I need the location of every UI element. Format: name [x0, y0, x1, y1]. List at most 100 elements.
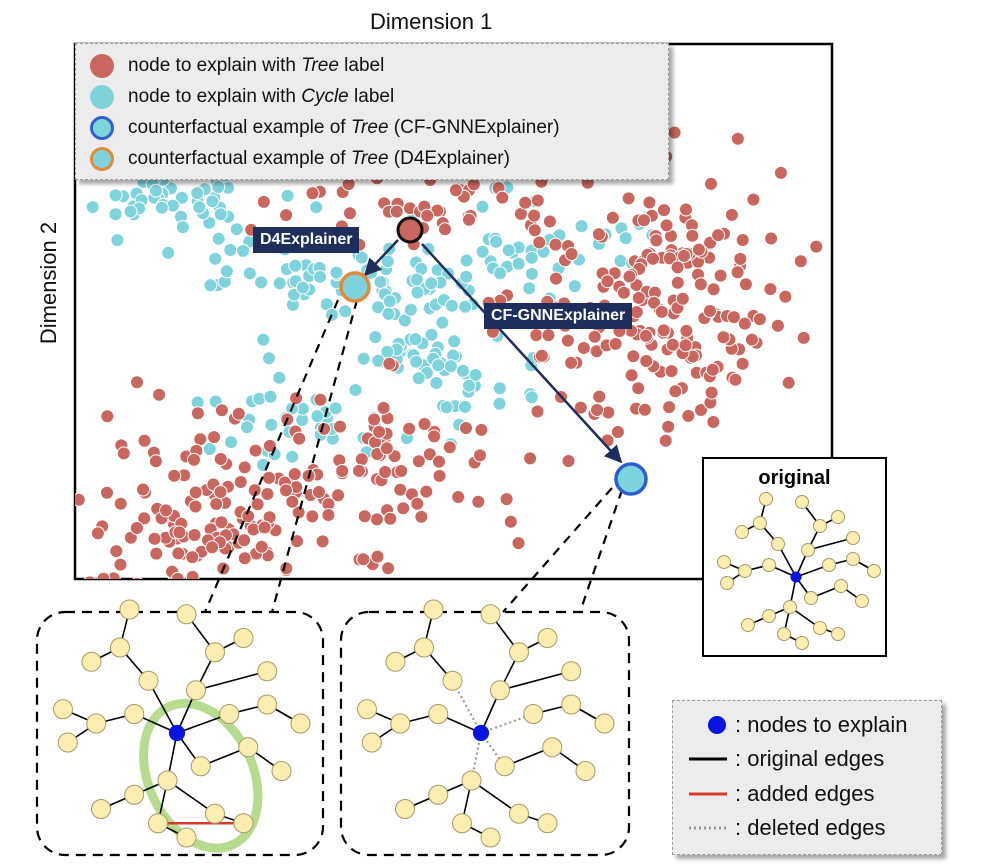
tree-point: [262, 470, 276, 485]
cycle-point: [356, 351, 371, 366]
tree-point: [205, 540, 220, 555]
cycle-point: [149, 183, 163, 198]
tree-point: [670, 260, 685, 275]
graph-node: [138, 670, 159, 691]
cycle-point: [192, 200, 207, 215]
y-axis-label: Dimension 2: [36, 221, 62, 345]
tree-point: [96, 571, 111, 579]
tree-point: [370, 549, 385, 564]
tree-point: [647, 295, 661, 310]
tree-point: [793, 254, 808, 269]
graph-node: [762, 609, 776, 623]
tree-point: [61, 506, 74, 519]
callout-lines: [203, 299, 624, 613]
tree-point: [292, 431, 307, 446]
tree-point: [541, 328, 556, 343]
legend: node to explain with Tree label node to …: [75, 43, 669, 180]
tree-point: [313, 392, 328, 407]
tree-point: [638, 10, 651, 23]
tree-point: [746, 192, 761, 207]
tree-point: [733, 251, 748, 266]
tree-point: [529, 328, 544, 343]
tree-point: [590, 403, 604, 417]
tree-point: [448, 183, 463, 198]
cycle-point: [190, 186, 205, 201]
cycle-point: [108, 188, 123, 203]
tree-point: [172, 525, 187, 540]
cycle-point: [511, 256, 526, 271]
cycle-point: [288, 258, 303, 273]
tree-point: [548, 237, 563, 252]
tree-dot-icon: [90, 54, 114, 78]
tree-point: [214, 515, 229, 530]
tree-point: [523, 451, 538, 466]
tree-point: [100, 409, 115, 424]
cycle-point: [242, 266, 257, 281]
tree-point: [233, 475, 248, 489]
graph-node: [523, 704, 544, 724]
graph-node: [795, 636, 809, 650]
graph-node: [561, 661, 582, 682]
tree-point: [679, 202, 693, 217]
tree-point: [518, 195, 533, 210]
cycle-point: [161, 245, 176, 260]
tree-point: [159, 503, 173, 518]
graph-node: [777, 627, 791, 641]
tree-point: [730, 131, 745, 146]
cycle-point: [368, 330, 383, 345]
tree-point: [393, 482, 408, 497]
tree-point: [621, 191, 636, 206]
cycle-point: [411, 371, 426, 386]
black-line-icon: [689, 757, 727, 761]
tree-point: [116, 446, 131, 461]
graph-node: [594, 713, 615, 734]
center-node: [790, 571, 802, 583]
graph-node: [81, 651, 102, 672]
tree-point: [738, 277, 753, 292]
tree-point: [499, 492, 514, 507]
tree-point: [656, 323, 671, 338]
tree-point: [675, 291, 690, 306]
cycle-point: [424, 276, 439, 291]
original-edge: [499, 670, 572, 692]
cycle-point: [239, 420, 254, 435]
tree-point: [573, 400, 588, 415]
graph-node: [271, 761, 292, 781]
tree-point: [335, 464, 350, 478]
cycle-point: [154, 200, 169, 215]
tree-point: [646, 251, 660, 266]
graph-node: [91, 799, 111, 819]
graph-node: [831, 510, 845, 524]
tree-point: [305, 186, 320, 201]
cycle-point: [329, 265, 344, 280]
tree-point: [237, 460, 252, 475]
tree-point: [763, 282, 778, 297]
tree-point: [422, 447, 437, 462]
graph-node: [423, 599, 444, 620]
tree-point: [560, 333, 575, 348]
tree-point: [561, 454, 576, 468]
cycle-point: [285, 449, 300, 464]
tree-point: [260, 487, 275, 501]
graph-node: [867, 564, 881, 578]
tree-point: [248, 443, 263, 458]
graph-node: [753, 516, 767, 530]
tree-point: [279, 483, 293, 498]
graph-node: [461, 770, 482, 791]
tree-point: [317, 421, 332, 436]
graph-node: [813, 621, 827, 635]
tree-point: [626, 349, 641, 364]
tree-point: [608, 336, 623, 351]
tree-point: [352, 463, 366, 478]
tree-point: [796, 330, 811, 345]
cycle-dot-icon: [90, 85, 114, 109]
tree-point: [109, 544, 124, 559]
graph-node: [759, 492, 773, 506]
graph-node: [414, 637, 434, 658]
graph-node: [509, 803, 529, 824]
tree-point: [257, 520, 272, 535]
tree-point: [305, 509, 320, 524]
graph-node: [831, 627, 845, 641]
cycle-point: [447, 334, 462, 349]
tree-point: [693, 277, 708, 292]
